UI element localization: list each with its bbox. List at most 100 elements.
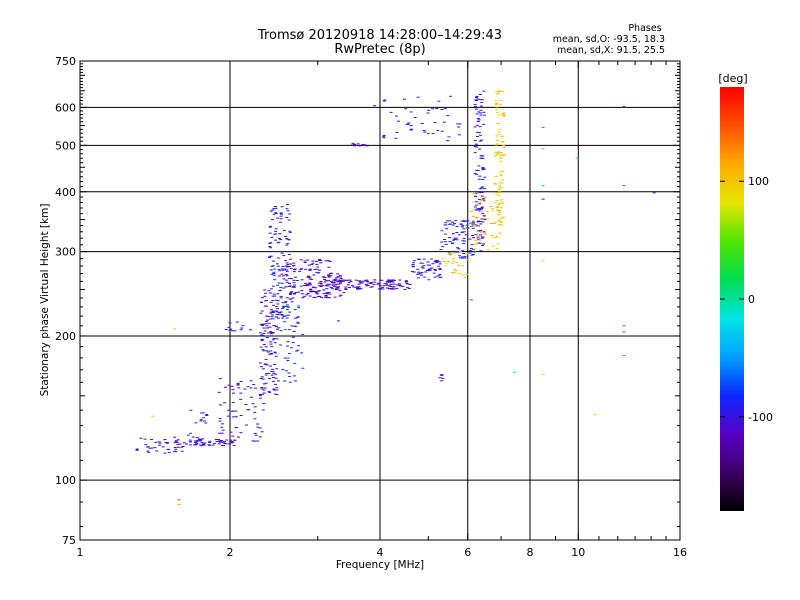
data-point xyxy=(239,329,243,331)
data-point xyxy=(461,250,465,252)
data-point xyxy=(502,115,506,117)
data-point xyxy=(502,112,506,114)
data-point xyxy=(262,344,266,346)
stats-x-line: mean, sd,X: 91.5, 25.5 xyxy=(557,45,665,56)
data-point xyxy=(438,273,442,275)
data-point xyxy=(177,503,181,505)
data-point xyxy=(497,114,501,116)
data-point xyxy=(376,283,380,285)
data-point xyxy=(295,350,299,352)
data-point xyxy=(427,109,431,111)
data-point xyxy=(230,410,234,412)
data-point xyxy=(454,237,458,239)
data-point xyxy=(476,221,480,223)
data-point xyxy=(478,203,482,205)
data-point xyxy=(342,280,346,282)
data-point xyxy=(279,330,283,332)
data-point xyxy=(369,282,373,284)
data-point xyxy=(330,281,334,283)
data-point xyxy=(273,342,277,344)
data-point xyxy=(272,389,276,391)
data-point xyxy=(377,282,381,284)
data-point xyxy=(285,279,289,281)
data-point xyxy=(468,252,472,254)
data-point xyxy=(427,279,431,281)
data-point xyxy=(269,331,273,333)
data-point xyxy=(296,349,300,351)
data-point xyxy=(287,286,291,288)
data-point xyxy=(385,281,389,283)
data-point xyxy=(541,185,545,187)
data-point xyxy=(622,325,626,327)
data-point xyxy=(261,324,265,326)
data-point xyxy=(475,146,479,148)
data-point xyxy=(199,439,203,441)
data-point xyxy=(479,223,483,225)
data-point xyxy=(279,297,283,299)
data-point xyxy=(270,332,274,334)
data-point xyxy=(240,327,244,329)
data-point xyxy=(344,286,348,288)
data-point xyxy=(333,279,337,281)
data-point xyxy=(195,440,199,442)
data-point xyxy=(474,217,478,219)
data-point xyxy=(200,442,204,444)
data-point xyxy=(370,281,374,283)
data-point xyxy=(288,213,292,215)
data-point xyxy=(483,218,487,220)
data-point xyxy=(433,122,437,124)
data-point xyxy=(463,257,467,259)
data-point xyxy=(281,269,285,271)
data-point xyxy=(457,126,461,128)
y-tick-label: 100 xyxy=(55,474,76,487)
data-point xyxy=(472,251,476,253)
data-point xyxy=(322,276,326,278)
data-point xyxy=(474,108,478,110)
data-point xyxy=(450,262,454,264)
data-point xyxy=(273,268,277,270)
data-point xyxy=(269,350,273,352)
data-point xyxy=(208,444,212,446)
data-point xyxy=(300,279,304,281)
data-point xyxy=(337,283,341,285)
data-point xyxy=(424,271,428,273)
data-point xyxy=(290,291,294,293)
data-point xyxy=(262,389,266,391)
data-point xyxy=(274,212,278,214)
data-point xyxy=(497,209,501,211)
data-point xyxy=(495,107,499,109)
data-point xyxy=(378,287,382,289)
data-point xyxy=(284,265,288,267)
data-point xyxy=(427,268,431,270)
stats-heading: Phases xyxy=(628,23,661,34)
data-point xyxy=(461,265,465,267)
data-point xyxy=(476,120,480,122)
data-point xyxy=(225,439,229,441)
data-point xyxy=(450,243,454,245)
data-point xyxy=(188,439,192,441)
data-point xyxy=(381,286,385,288)
data-point xyxy=(285,281,289,283)
data-point xyxy=(497,153,501,155)
data-point xyxy=(406,283,410,285)
data-point xyxy=(477,111,481,113)
data-point xyxy=(155,450,159,452)
data-point xyxy=(282,255,286,257)
data-point xyxy=(218,432,222,434)
data-point xyxy=(428,270,432,272)
data-point xyxy=(395,132,399,134)
data-point xyxy=(279,239,283,241)
data-point xyxy=(139,437,143,439)
data-point xyxy=(253,432,257,434)
data-point xyxy=(281,302,285,304)
data-point xyxy=(322,289,326,291)
data-point xyxy=(465,253,469,255)
data-point xyxy=(474,99,478,101)
data-point xyxy=(481,179,485,181)
data-point xyxy=(482,200,486,202)
data-point xyxy=(333,296,337,298)
data-point xyxy=(274,377,278,379)
data-point xyxy=(327,291,331,293)
data-point xyxy=(382,285,386,287)
